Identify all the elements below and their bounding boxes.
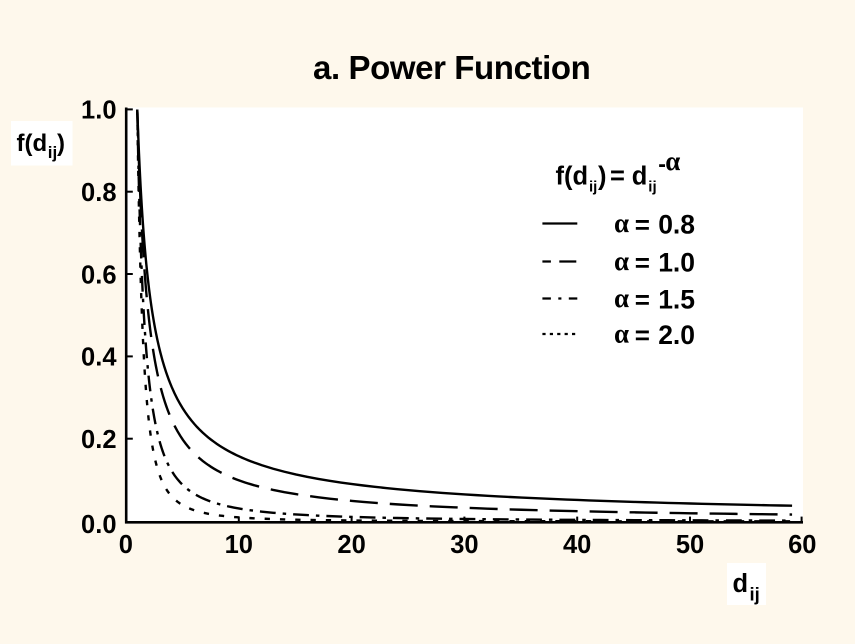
svg-text:10: 10	[225, 531, 253, 559]
svg-text:): )	[598, 163, 607, 191]
svg-text:=: =	[635, 320, 650, 350]
svg-text:0.2: 0.2	[81, 426, 116, 454]
svg-text:0.6: 0.6	[81, 261, 116, 289]
svg-text:1.5: 1.5	[658, 285, 695, 315]
svg-text:f(d: f(d	[556, 163, 589, 191]
svg-text:1.0: 1.0	[81, 97, 116, 125]
svg-text:α: α	[665, 146, 680, 176]
svg-text:-: -	[658, 151, 666, 177]
svg-text:=: =	[635, 285, 650, 315]
svg-text:40: 40	[563, 531, 591, 559]
svg-text:30: 30	[450, 531, 478, 559]
svg-text:=: =	[610, 163, 625, 191]
svg-text:d: d	[632, 163, 648, 191]
svg-text:0.8: 0.8	[81, 179, 116, 207]
svg-text:=: =	[635, 210, 650, 240]
svg-text:ij: ij	[48, 143, 57, 162]
svg-text:f(d: f(d	[17, 130, 48, 157]
svg-text:d: d	[733, 570, 749, 598]
svg-text:α: α	[614, 283, 629, 313]
svg-text:1.0: 1.0	[658, 248, 695, 278]
svg-text:ij: ij	[589, 179, 597, 196]
svg-text:): )	[57, 130, 65, 157]
svg-text:ij: ij	[648, 179, 656, 196]
svg-text:α: α	[614, 319, 629, 349]
svg-text:0.0: 0.0	[81, 511, 116, 539]
svg-text:a. Power Function: a. Power Function	[313, 49, 590, 86]
svg-text:0: 0	[119, 531, 133, 559]
svg-text:0.4: 0.4	[81, 344, 117, 372]
svg-text:2.0: 2.0	[658, 320, 695, 350]
svg-text:50: 50	[676, 531, 704, 559]
svg-text:α: α	[614, 246, 629, 276]
svg-text:0.8: 0.8	[658, 210, 695, 240]
svg-text:=: =	[635, 248, 650, 278]
svg-text:α: α	[614, 208, 629, 238]
svg-text:60: 60	[788, 531, 816, 559]
svg-text:ij: ij	[750, 584, 760, 605]
svg-text:20: 20	[337, 531, 365, 559]
